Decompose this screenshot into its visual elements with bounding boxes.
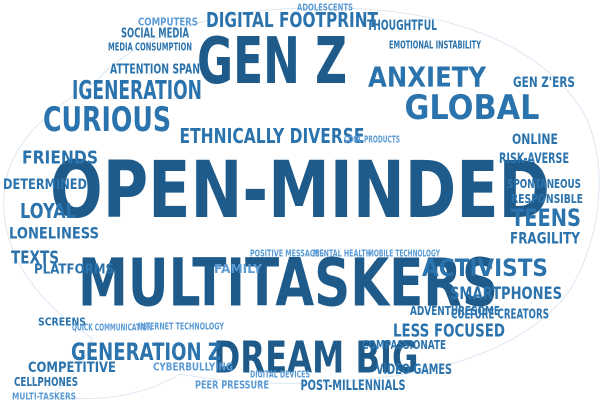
word-post-millennials: POST-MILLENNIALS — [301, 378, 406, 394]
word-media-consumption: MEDIA CONSUMPTION — [108, 41, 192, 54]
word-igeneration: IGENERATION — [72, 76, 202, 106]
word-mobile-technology: MOBILE TECHNOLOGY — [368, 249, 440, 260]
word-gen-z: GEN Z — [197, 25, 347, 99]
word-determined: DETERMINED — [3, 177, 87, 193]
word-computers: COMPUTERS — [138, 16, 198, 29]
word-social-media: SOCIAL MEDIA — [121, 27, 189, 42]
word-risk-averse: RISK-AVERSE — [499, 151, 569, 167]
word-online: ONLINE — [512, 132, 558, 148]
word-peer-pressure: PEER PRESSURE — [195, 379, 269, 392]
word-global: GLOBAL — [405, 88, 540, 128]
word-multi-taskers: MULTI-TASKERS — [12, 392, 76, 402]
word-digital-footprint: DIGITAL FOOTPRINT — [206, 8, 378, 32]
word-family: FAMILY — [214, 262, 262, 276]
word-multitaskers: MULTITASKERS — [78, 245, 498, 322]
word-dream-big: DREAM BIG — [214, 333, 419, 384]
word-curious: CURIOUS — [43, 100, 171, 140]
word-spontaneous: SPONTANEOUS — [507, 177, 581, 191]
word-loneliness: LONELINESS — [9, 224, 99, 243]
word-culture-creators: CULTURE CREATORS — [451, 308, 549, 323]
word-cool-products: COOL PRODUCTS — [344, 135, 400, 146]
word-responsible: RESPONSIBLE — [511, 192, 583, 206]
word-friends: FRIENDS — [22, 148, 98, 169]
word-quick-communication: QUICK COMMUNICATION — [72, 323, 152, 334]
word-smartphones: SMARTPHONES — [450, 284, 562, 304]
words-layer: GEN Z OPEN-MINDED MULTITASKERS DREAM BIG ANX… — [3, 3, 583, 402]
word-teens: TEENS — [511, 204, 581, 232]
word-compassionate: COMPASSIONATE — [362, 338, 446, 352]
word-competitive: COMPETITIVE — [28, 360, 116, 376]
word-digital-devices: DIGITAL DEVICES — [250, 370, 310, 381]
word-less-focused: LESS FOCUSED — [393, 321, 505, 342]
word-platforms: PLATFORMS — [34, 263, 114, 278]
word-texts: TEXTS — [11, 248, 59, 269]
word-emotional-instability: EMOTIONAL INSTABILITY — [389, 39, 482, 52]
word-ethnically-diverse: ETHNICALLY DIVERSE — [180, 124, 365, 148]
word-adolescents: ADOLESCENTS — [297, 3, 353, 14]
word-adventuresome: ADVENTURESOME — [410, 304, 500, 318]
word-anxiety: ANXIETY — [368, 61, 487, 94]
word-open-minded: OPEN-MINDED — [50, 146, 550, 236]
word-video-games: VIDEO GAMES — [376, 362, 452, 378]
word-mental-health: MENTAL HEALTH — [313, 249, 371, 260]
word-thoughtful: THOUGHTFUL — [367, 18, 437, 34]
word-generation-z: GENERATION Z — [71, 338, 221, 366]
word-internet-technology: INTERNET TECHNOLOGY — [138, 322, 224, 333]
word-activists: ACTIVISTS — [422, 254, 548, 282]
word-gen-z-ers: GEN Z'ERS — [513, 75, 575, 91]
speech-bubble-shape — [3, 7, 600, 399]
word-cyberbullying: CYBERBULLYING — [153, 361, 233, 374]
word-cellphones: CELLPHONES — [14, 375, 78, 389]
word-screens: SCREENS — [38, 316, 86, 329]
word-fragility: FRAGILITY — [510, 229, 580, 248]
word-loyal: LOYAL — [20, 199, 76, 223]
word-positive-messages: POSITIVE MESSAGES — [250, 249, 324, 260]
word-attention-span: ATTENTION SPAN — [110, 63, 200, 78]
